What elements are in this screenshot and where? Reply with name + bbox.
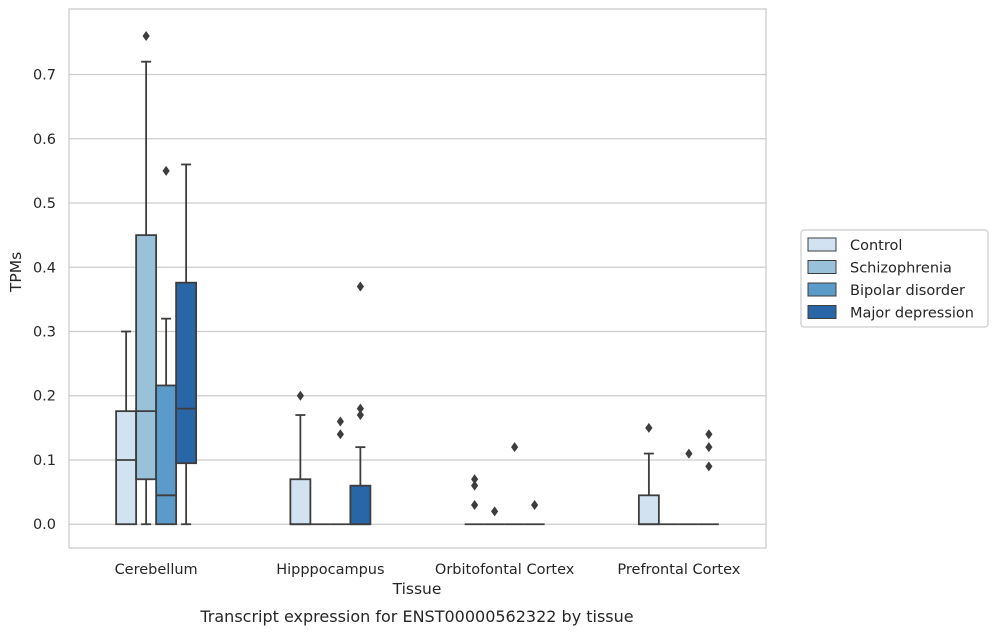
outlier-point xyxy=(685,448,693,459)
y-tick-label: 0.6 xyxy=(33,132,56,148)
y-tick-label: 0.3 xyxy=(33,325,56,341)
x-tick-label: Cerebellum xyxy=(115,562,198,578)
box-body xyxy=(135,234,158,481)
legend-swatch xyxy=(807,282,837,297)
box-plot xyxy=(524,499,545,526)
y-axis-ticks: 0.0 0.1 0.2 0.3 0.4 0.5 0.6 0.7 xyxy=(33,68,56,534)
x-axis-label: Tissue xyxy=(392,580,442,598)
box-plot xyxy=(289,390,312,526)
x-tick-label: Prefrontal Cortex xyxy=(617,562,740,578)
outlier-point xyxy=(336,429,344,440)
y-tick-label: 0.5 xyxy=(33,196,56,212)
outlier-point xyxy=(296,390,304,401)
plot-frame xyxy=(68,8,767,549)
box-plot xyxy=(115,330,138,526)
box-body xyxy=(289,478,312,526)
y-axis-label: TPMs xyxy=(7,252,25,293)
box-series xyxy=(115,30,719,526)
outlier-point xyxy=(471,474,479,485)
box-plot xyxy=(698,429,719,526)
outlier-point xyxy=(645,422,653,433)
box-plot xyxy=(464,474,485,526)
box-plot xyxy=(349,281,372,526)
box-body xyxy=(155,384,178,526)
box-plot xyxy=(175,163,198,526)
outlier-point xyxy=(471,499,479,510)
box-plot xyxy=(135,30,158,526)
box-body xyxy=(175,281,198,465)
box-plot xyxy=(637,422,660,526)
legend-swatch xyxy=(807,305,837,319)
legend-label: Schizophrenia xyxy=(850,261,952,277)
x-axis-ticks: Cerebellum Hipppocampus Orbitofontal Corte… xyxy=(115,562,741,578)
outlier-point xyxy=(531,499,539,510)
box-plot xyxy=(678,448,699,526)
outlier-point xyxy=(356,403,364,414)
legend-swatch xyxy=(807,260,837,274)
outlier-point xyxy=(336,416,344,427)
outlier-point xyxy=(705,442,713,453)
y-tick-label: 0.0 xyxy=(33,517,56,533)
box-plot xyxy=(484,506,505,526)
legend-label: Major depression xyxy=(850,306,974,322)
box-body xyxy=(115,410,138,526)
outlier-point xyxy=(511,442,519,453)
x-tick-label: Hipppocampus xyxy=(276,562,384,578)
x-tick-label: Orbitofontal Cortex xyxy=(435,562,575,578)
y-tick-label: 0.4 xyxy=(33,260,56,276)
outlier-point xyxy=(162,165,170,176)
legend: Control Schizophrenia Bipolar disorder Majo… xyxy=(800,229,989,328)
y-tick-label: 0.7 xyxy=(33,68,56,84)
outlier-point xyxy=(356,410,364,421)
figure-caption: Transcript expression for ENST0000056232… xyxy=(199,607,633,626)
box-body xyxy=(349,484,372,526)
outlier-point xyxy=(471,480,479,491)
outlier-point xyxy=(705,429,713,440)
legend-label: Bipolar disorder xyxy=(850,283,965,299)
outlier-point xyxy=(705,461,713,472)
box-body xyxy=(637,494,660,526)
outlier-point xyxy=(491,506,499,517)
box-plot xyxy=(504,442,525,526)
box-plot xyxy=(330,416,351,526)
legend-swatch xyxy=(807,237,837,252)
y-tick-label: 0.2 xyxy=(33,389,56,405)
y-tick-label: 0.1 xyxy=(33,453,56,469)
legend-frame xyxy=(800,229,989,328)
outlier-point xyxy=(142,30,150,41)
legend-label: Control xyxy=(850,238,902,254)
outlier-point xyxy=(356,281,364,292)
